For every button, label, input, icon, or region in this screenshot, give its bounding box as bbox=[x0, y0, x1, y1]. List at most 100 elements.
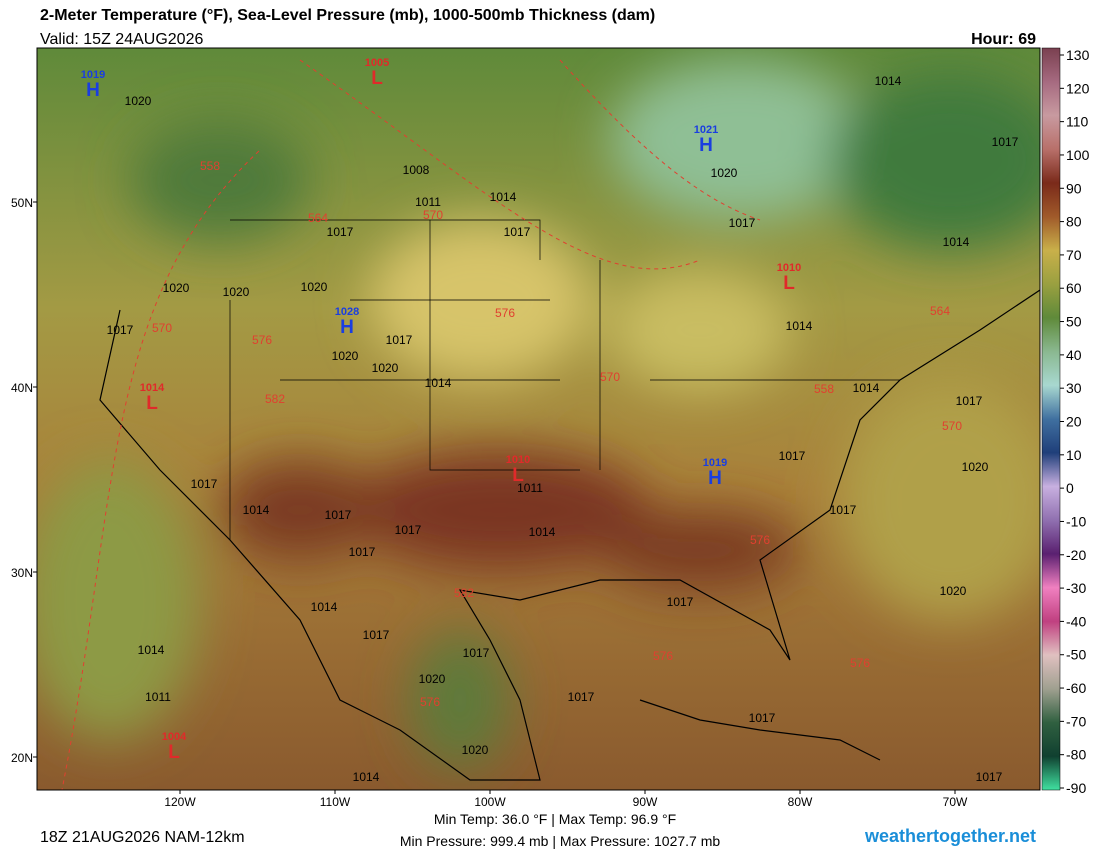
colorbar-label: -30 bbox=[1066, 580, 1086, 596]
isobar-label: 1017 bbox=[327, 225, 354, 239]
model-run: 18Z 21AUG2026 NAM-12km bbox=[40, 829, 245, 846]
lon-label: 80W bbox=[788, 795, 813, 809]
lon-label: 110W bbox=[320, 795, 351, 809]
isobar-label: 1017 bbox=[830, 503, 857, 517]
thickness-label: 570 bbox=[423, 208, 443, 222]
thickness-label: 564 bbox=[308, 211, 328, 225]
center-kind: H bbox=[708, 468, 722, 489]
temp-range: Min Temp: 36.0 °F | Max Temp: 96.9 °F bbox=[434, 811, 676, 827]
center-value: 1005 bbox=[365, 57, 389, 69]
isobar-label: 1014 bbox=[529, 525, 556, 539]
isobar-label: 1017 bbox=[992, 135, 1019, 149]
center-value: 1004 bbox=[162, 731, 187, 743]
isobar-label: 1020 bbox=[125, 94, 152, 108]
isobar-label: 1017 bbox=[667, 595, 694, 609]
colorbar-label: -20 bbox=[1066, 547, 1086, 563]
lon-label: 100W bbox=[474, 795, 506, 809]
thickness-label: 582 bbox=[454, 586, 474, 600]
isobar-label: 1014 bbox=[853, 381, 880, 395]
isobar-label: 1020 bbox=[223, 285, 250, 299]
isobar-label: 1017 bbox=[729, 216, 756, 230]
site-name: weathertogether.net bbox=[864, 826, 1036, 846]
thickness-label: 576 bbox=[420, 695, 440, 709]
center-kind: L bbox=[146, 393, 158, 414]
colorbar-label: -40 bbox=[1066, 613, 1086, 629]
lat-label: 50N bbox=[11, 196, 33, 210]
colorbar-label: 90 bbox=[1066, 180, 1082, 196]
isobar-label: 1020 bbox=[301, 280, 328, 294]
center-kind: H bbox=[699, 135, 713, 156]
thickness-label: 570 bbox=[600, 370, 620, 384]
colorbar-label: 110 bbox=[1066, 114, 1089, 130]
forecast-hour: Hour: 69 bbox=[971, 31, 1036, 48]
isobar-label: 1020 bbox=[419, 672, 446, 686]
colorbar-label: 0 bbox=[1066, 480, 1074, 496]
lon-label: 120W bbox=[164, 795, 196, 809]
thickness-label: 570 bbox=[152, 321, 172, 335]
isobar-label: 1020 bbox=[711, 166, 738, 180]
center-kind: L bbox=[371, 68, 383, 89]
center-value: 1014 bbox=[140, 382, 165, 394]
center-value: 1028 bbox=[335, 306, 359, 318]
colorbar bbox=[1041, 47, 1061, 791]
pressure-range: Min Pressure: 999.4 mb | Max Pressure: 1… bbox=[400, 833, 721, 849]
isobar-label: 1017 bbox=[191, 477, 218, 491]
lat-label: 30N bbox=[11, 566, 33, 580]
isobar-label: 1017 bbox=[956, 394, 983, 408]
center-value: 1010 bbox=[506, 454, 530, 466]
center-kind: L bbox=[168, 742, 180, 763]
thickness-label: 564 bbox=[930, 304, 950, 318]
isobar-label: 1011 bbox=[415, 195, 441, 209]
thickness-label: 582 bbox=[265, 392, 285, 406]
valid-time: Valid: 15Z 24AUG2026 bbox=[40, 31, 203, 48]
lon-label: 70W bbox=[943, 795, 968, 809]
colorbar-label: 30 bbox=[1066, 380, 1082, 396]
thickness-label: 576 bbox=[653, 649, 673, 663]
title: 2-Meter Temperature (°F), Sea-Level Pres… bbox=[40, 7, 655, 24]
isobar-label: 1017 bbox=[976, 770, 1003, 784]
colorbar-label: 130 bbox=[1066, 47, 1090, 63]
center-value: 1010 bbox=[777, 262, 801, 274]
colorbar-label: 120 bbox=[1066, 80, 1090, 96]
colorbar-label: -70 bbox=[1066, 713, 1086, 729]
isobar-label: 1020 bbox=[462, 743, 489, 757]
colorbar-label: -80 bbox=[1066, 747, 1086, 763]
lat-label: 20N bbox=[11, 751, 33, 765]
center-value: 1021 bbox=[694, 124, 718, 136]
isobar-label: 1017 bbox=[386, 333, 413, 347]
isobar-label: 1011 bbox=[145, 690, 171, 704]
isobar-label: 1014 bbox=[138, 643, 165, 657]
isobar-label: 1017 bbox=[395, 523, 422, 537]
isobar-label: 1020 bbox=[163, 281, 190, 295]
map bbox=[37, 48, 1040, 790]
colorbar-label: 70 bbox=[1066, 247, 1082, 263]
colorbar-label: 10 bbox=[1066, 447, 1082, 463]
colorbar-label: 80 bbox=[1066, 214, 1082, 230]
isobar-label: 1014 bbox=[425, 376, 452, 390]
colorbar-label: -90 bbox=[1066, 780, 1086, 796]
thickness-label: 576 bbox=[850, 656, 870, 670]
center-value: 1019 bbox=[703, 457, 727, 469]
isobar-label: 1020 bbox=[940, 584, 967, 598]
colorbar-label: 60 bbox=[1066, 280, 1082, 296]
lat-label: 40N bbox=[11, 381, 33, 395]
isobar-label: 1017 bbox=[363, 628, 390, 642]
thickness-label: 570 bbox=[942, 419, 962, 433]
isobar-label: 1014 bbox=[243, 503, 270, 517]
isobar-label: 1020 bbox=[962, 460, 989, 474]
thickness-label: 576 bbox=[252, 333, 272, 347]
isobar-label: 1014 bbox=[786, 319, 813, 333]
center-value: 1019 bbox=[81, 69, 105, 81]
isobar-label: 1017 bbox=[504, 225, 531, 239]
isobar-label: 1011 bbox=[517, 481, 543, 495]
center-kind: H bbox=[86, 80, 100, 101]
colorbar-label: 100 bbox=[1066, 147, 1090, 163]
isobar-label: 1014 bbox=[490, 190, 517, 204]
colorbar-label: -10 bbox=[1066, 513, 1086, 529]
center-kind: L bbox=[783, 273, 795, 294]
center-kind: H bbox=[340, 317, 354, 338]
thickness-label: 576 bbox=[495, 306, 515, 320]
isobar-label: 1014 bbox=[311, 600, 338, 614]
colorbar-label: 50 bbox=[1066, 314, 1082, 330]
